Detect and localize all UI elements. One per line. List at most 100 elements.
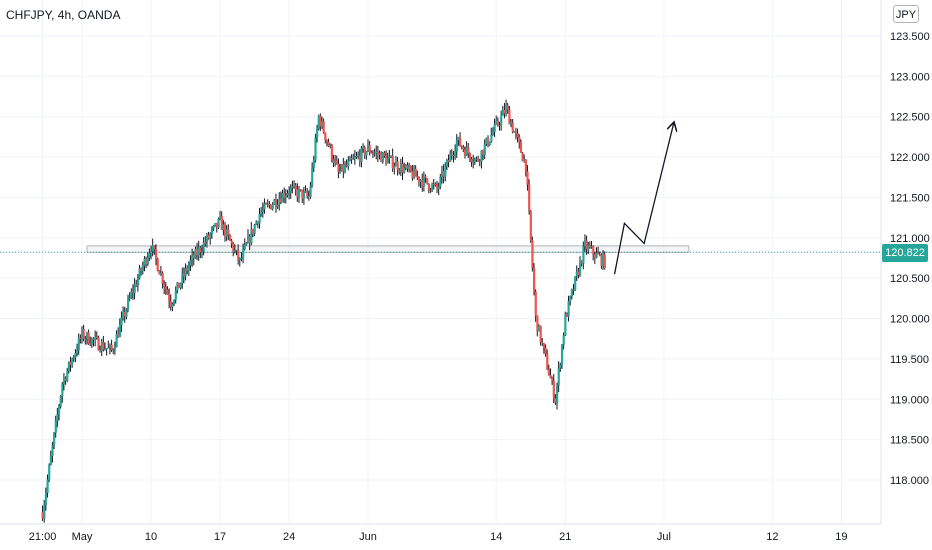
candle-body bbox=[169, 301, 172, 307]
candle-body bbox=[371, 153, 375, 155]
candle bbox=[135, 279, 138, 288]
candle-body bbox=[533, 267, 536, 292]
candle bbox=[56, 407, 59, 428]
candle bbox=[598, 251, 601, 257]
candle bbox=[483, 139, 486, 160]
candle bbox=[491, 127, 495, 136]
candle-body bbox=[516, 133, 519, 138]
candle bbox=[514, 127, 518, 140]
candle-body bbox=[232, 243, 235, 252]
candle bbox=[204, 236, 207, 247]
candle bbox=[77, 333, 80, 355]
candle-body bbox=[495, 120, 498, 124]
candle bbox=[177, 282, 181, 289]
candle bbox=[480, 150, 483, 169]
candle-body bbox=[288, 192, 291, 194]
candle-body bbox=[449, 154, 452, 162]
candle bbox=[482, 149, 485, 161]
candle bbox=[462, 144, 465, 153]
candle bbox=[261, 202, 265, 218]
candle-body bbox=[120, 317, 123, 325]
candle bbox=[74, 349, 77, 363]
candle bbox=[560, 344, 564, 369]
candle-body bbox=[108, 344, 112, 348]
candle-body bbox=[57, 406, 61, 415]
candle bbox=[404, 164, 408, 171]
candle-body bbox=[483, 144, 486, 155]
candle bbox=[260, 207, 263, 217]
candle-body bbox=[585, 240, 588, 250]
candle-body bbox=[455, 140, 458, 152]
y-tick-label: 118.000 bbox=[890, 475, 929, 487]
candle-body bbox=[153, 245, 156, 250]
candle-body bbox=[222, 224, 225, 230]
candle-body bbox=[429, 189, 432, 191]
candle-body bbox=[291, 186, 294, 188]
y-tick-label: 121.500 bbox=[890, 192, 930, 204]
candle-body bbox=[579, 260, 582, 276]
price-axis[interactable]: 118.000 118.500 119.000 119.500 120.000 120.5… bbox=[890, 31, 930, 487]
candle bbox=[125, 308, 128, 320]
candle bbox=[375, 145, 378, 160]
candle-body bbox=[439, 176, 442, 187]
candle-body bbox=[411, 171, 414, 179]
time-axis[interactable]: 21:00 May 10 17 24 Jun 14 21 Jul 12 19 bbox=[29, 531, 848, 543]
candle-body bbox=[496, 120, 500, 125]
candle-body bbox=[104, 348, 107, 350]
candle bbox=[468, 152, 472, 163]
candle-body bbox=[158, 270, 161, 275]
candle-body bbox=[220, 215, 223, 230]
candle-body bbox=[444, 166, 447, 177]
candle bbox=[168, 288, 171, 309]
candle-body bbox=[383, 152, 386, 156]
candle bbox=[81, 326, 84, 344]
candle bbox=[445, 158, 449, 170]
candle bbox=[460, 145, 463, 150]
candle-body bbox=[434, 183, 437, 185]
candle bbox=[57, 403, 61, 421]
candle bbox=[232, 242, 235, 257]
currency-button[interactable]: JPY bbox=[893, 5, 919, 23]
candle-body bbox=[130, 291, 133, 298]
candle bbox=[523, 154, 526, 163]
candle bbox=[457, 136, 460, 146]
candle bbox=[273, 198, 276, 206]
candle-body bbox=[459, 137, 462, 147]
candle bbox=[43, 499, 46, 523]
candle-body bbox=[360, 148, 363, 162]
candle-body bbox=[363, 147, 366, 156]
candle-body bbox=[320, 121, 324, 127]
candle bbox=[217, 217, 220, 230]
candle bbox=[429, 188, 432, 193]
candle bbox=[138, 264, 141, 280]
candle-body bbox=[508, 109, 511, 125]
candle bbox=[113, 341, 117, 355]
candle bbox=[46, 474, 49, 498]
candle bbox=[225, 225, 228, 241]
candle bbox=[511, 118, 514, 134]
candle bbox=[519, 139, 523, 153]
candle-body bbox=[233, 250, 237, 252]
candle bbox=[390, 155, 393, 158]
candle-body bbox=[334, 160, 337, 163]
candle-body bbox=[409, 165, 412, 172]
candle-body bbox=[171, 303, 174, 307]
candle-body bbox=[48, 465, 51, 480]
candle-body bbox=[505, 105, 508, 114]
candle-body bbox=[500, 115, 503, 125]
candle-body bbox=[426, 177, 429, 184]
x-tick-label: 17 bbox=[214, 531, 226, 543]
candle-body bbox=[209, 233, 212, 239]
candle-body bbox=[311, 167, 314, 186]
candle bbox=[117, 327, 120, 338]
candle-body bbox=[127, 298, 130, 310]
candle bbox=[544, 344, 547, 357]
candle bbox=[174, 286, 177, 304]
candle-body bbox=[485, 137, 488, 145]
candle-body bbox=[552, 380, 555, 399]
candle bbox=[69, 356, 72, 372]
candle-body bbox=[404, 165, 408, 168]
candle-body bbox=[151, 245, 154, 252]
candle bbox=[184, 263, 187, 281]
